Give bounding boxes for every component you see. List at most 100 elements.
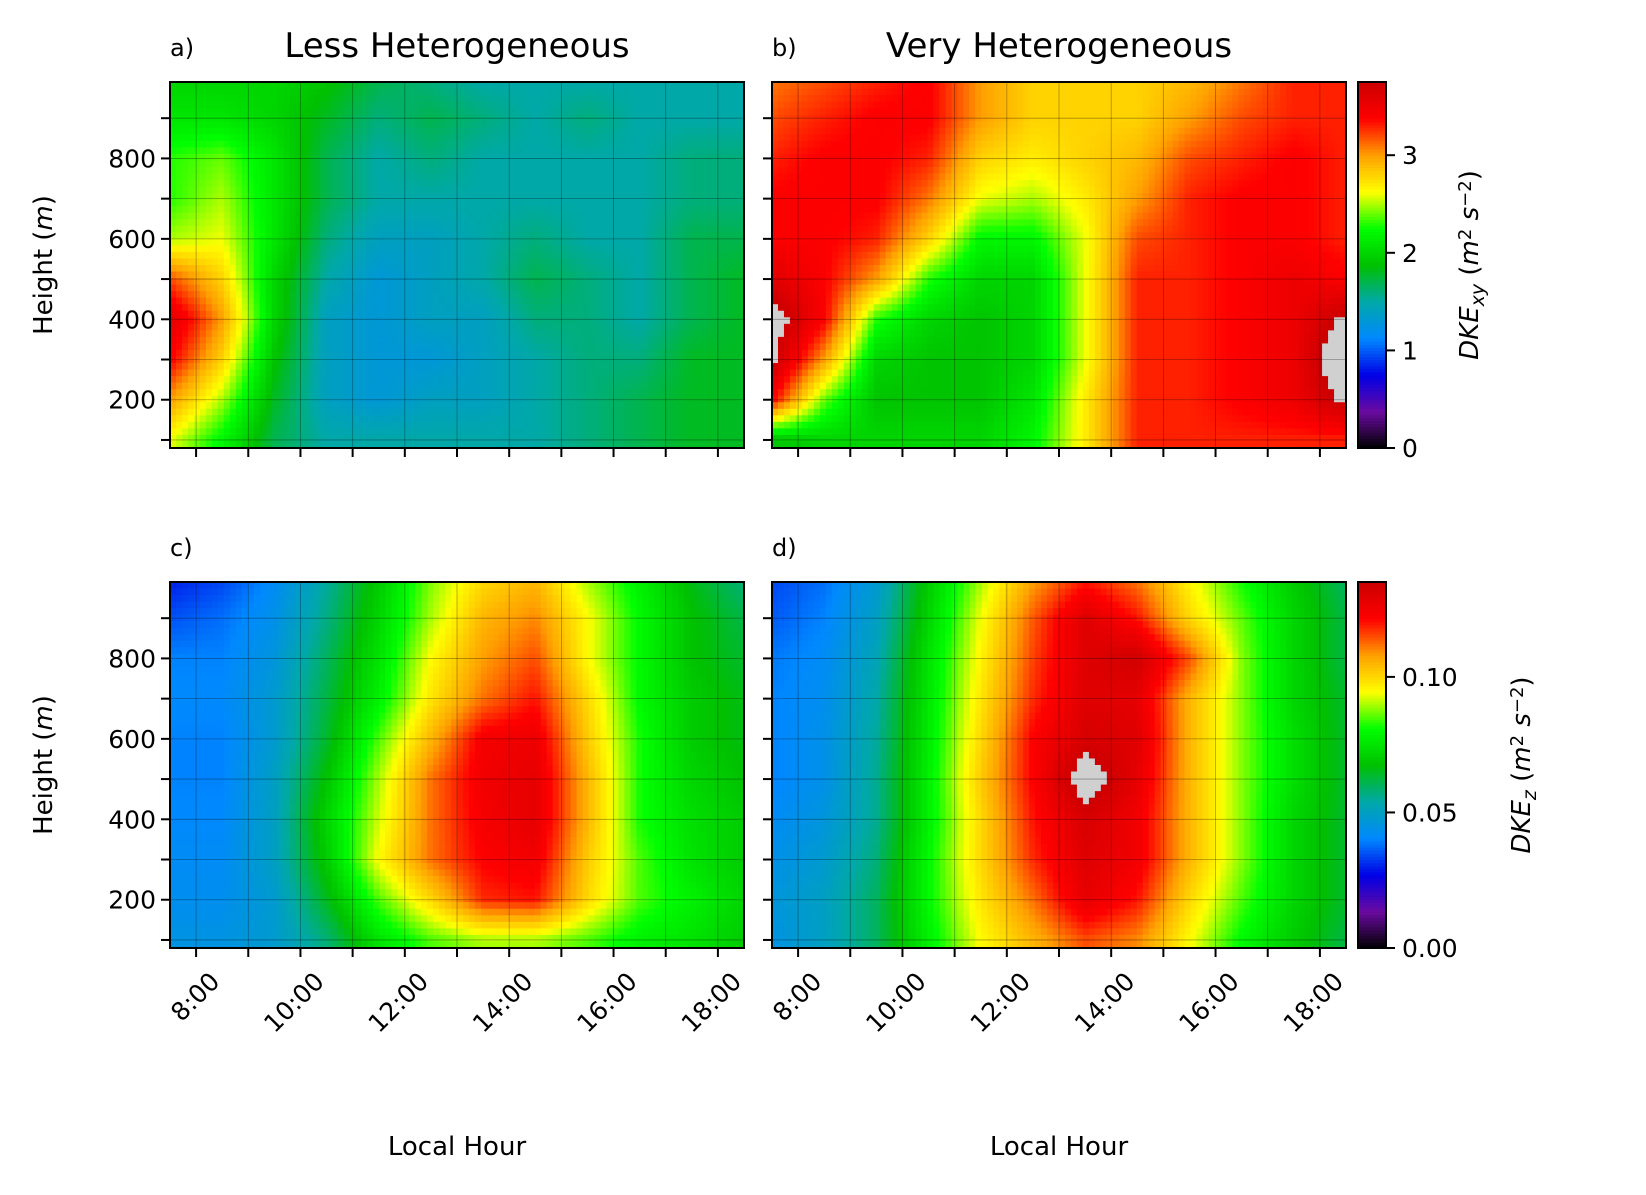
heatmap-cell — [211, 238, 219, 246]
heatmap-cell — [379, 349, 386, 358]
heatmap-cell — [175, 421, 183, 429]
heatmap-cell — [247, 127, 255, 135]
heatmap-cell — [474, 271, 482, 279]
heatmap-cell — [409, 402, 416, 410]
heatmap-cell — [307, 127, 315, 135]
heatmap-cell — [241, 376, 249, 384]
heatmap-cell — [660, 199, 667, 207]
heatmap-cell — [570, 291, 578, 299]
heatmap-cell — [235, 219, 243, 227]
heatmap-cell — [486, 297, 494, 305]
heatmap-cell — [181, 402, 189, 410]
heatmap-cell — [528, 82, 536, 90]
heatmap-cell — [247, 114, 255, 122]
heatmap-cell — [708, 88, 715, 96]
heatmap-cell — [259, 186, 267, 194]
heatmap-cell — [295, 265, 303, 273]
heatmap-cell — [457, 206, 464, 214]
heatmap-cell — [702, 343, 709, 351]
heatmap-cell — [606, 238, 614, 246]
heatmap-cell — [648, 369, 655, 377]
heatmap-cell — [229, 323, 237, 331]
heatmap-cell — [624, 134, 631, 142]
heatmap-cell — [271, 153, 279, 162]
heatmap-cell — [301, 147, 309, 155]
heatmap-cell — [708, 284, 715, 292]
heatmap-cell — [732, 101, 739, 109]
heatmap-cell — [606, 173, 614, 181]
heatmap-cell — [427, 258, 434, 266]
heatmap-cell — [415, 134, 422, 142]
heatmap-cell — [612, 238, 620, 246]
heatmap-cell — [552, 265, 560, 273]
heatmap-cell — [457, 114, 464, 122]
heatmap-cell — [588, 199, 596, 207]
heatmap-cell — [397, 343, 404, 351]
heatmap-cell — [570, 212, 578, 220]
heatmap-cell — [379, 382, 386, 390]
heatmap-cell — [666, 369, 673, 377]
heatmap-cell — [235, 108, 243, 116]
heatmap-cell — [654, 225, 661, 233]
heatmap-cell — [241, 219, 249, 227]
heatmap-cell — [199, 238, 207, 246]
heatmap-cell — [199, 212, 207, 220]
heatmap-cell — [480, 114, 488, 122]
heatmap-cell — [170, 323, 177, 331]
heatmap-cell — [522, 382, 530, 390]
heatmap-cell — [468, 88, 476, 96]
heatmap-cell — [624, 369, 631, 377]
heatmap-cell — [355, 199, 362, 207]
heatmap-cell — [361, 219, 368, 227]
heatmap-cell — [702, 193, 709, 201]
heatmap-cell — [283, 180, 291, 188]
heatmap-cell — [714, 251, 721, 260]
heatmap-cell — [301, 376, 309, 384]
heatmap-cell — [594, 219, 602, 227]
heatmap-cell — [504, 402, 512, 410]
heatmap-cell — [714, 166, 721, 175]
heatmap-cell — [702, 389, 709, 397]
heatmap-cell — [409, 349, 416, 358]
heatmap-cell — [265, 121, 273, 129]
heatmap-cell — [672, 173, 679, 181]
heatmap-cell — [570, 408, 578, 416]
heatmap-cell — [229, 402, 237, 410]
heatmap-cell — [373, 415, 380, 423]
heatmap-cell — [439, 180, 446, 188]
heatmap-cell — [558, 121, 566, 129]
heatmap-cell — [307, 95, 315, 103]
heatmap-cell — [522, 166, 530, 175]
heatmap-cell — [630, 323, 637, 331]
heatmap-cell — [451, 212, 458, 220]
heatmap-cell — [457, 251, 464, 260]
heatmap-cell — [391, 225, 398, 233]
heatmap-cell — [714, 232, 721, 240]
heatmap-cell — [462, 291, 470, 299]
heatmap-cell — [474, 310, 482, 318]
heatmap-cell — [702, 95, 709, 103]
heatmap-cell — [534, 369, 542, 377]
heatmap-cell — [618, 134, 626, 142]
heatmap-cell — [379, 336, 386, 345]
heatmap-cell — [253, 206, 261, 214]
heatmap-cell — [696, 356, 703, 364]
heatmap-cell — [283, 382, 291, 390]
heatmap-cell — [528, 349, 536, 358]
heatmap-cell — [726, 114, 733, 122]
heatmap-cell — [211, 369, 219, 377]
heatmap-cell — [570, 245, 578, 253]
heatmap-cell — [199, 323, 207, 331]
heatmap-cell — [451, 278, 458, 286]
heatmap-cell — [379, 108, 386, 116]
heatmap-cell — [259, 219, 267, 227]
heatmap-cell — [618, 193, 626, 201]
heatmap-cell — [654, 265, 661, 273]
heatmap-cell — [696, 232, 703, 240]
heatmap-cell — [540, 271, 548, 279]
heatmap-cell — [421, 199, 428, 207]
heatmap-cell — [636, 114, 643, 122]
heatmap-cell — [648, 356, 655, 364]
heatmap-cell — [642, 186, 649, 194]
heatmap-cell — [421, 310, 428, 318]
